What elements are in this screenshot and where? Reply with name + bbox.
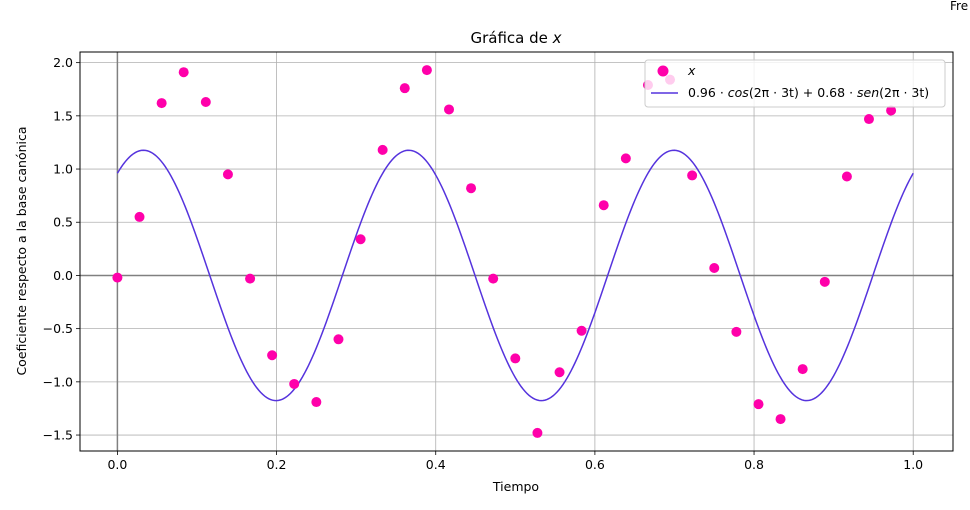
data-point [444,104,455,115]
data-point [311,397,322,408]
x-tick-label: 0.8 [744,457,764,472]
data-point [886,105,897,116]
data-point [753,399,764,410]
y-tick-label: 0.0 [53,268,73,283]
data-point [819,276,830,287]
edge-cut-text: Fre [950,0,968,13]
x-axis-label: Tiempo [492,479,539,494]
data-point [112,272,123,283]
fit-curve-layer [116,149,914,402]
chart-title: Gráfica de x [470,29,561,47]
data-point [687,170,698,181]
data-point [488,273,499,284]
y-tick-label: −1.5 [43,428,73,443]
data-point [709,262,720,273]
x-axis-ticks: 0.0 0.2 0.4 0.6 0.8 1.0 [107,451,923,472]
data-point [466,183,477,194]
grid-lines [80,52,953,451]
plot-frame [79,51,954,452]
x-tick-label: 0.2 [267,457,287,472]
legend-label-fit: 0.96 · cos(2π · 3t) + 0.68 · sen(2π · 3t… [688,85,929,100]
data-point [156,98,167,109]
y-tick-label: 0.5 [53,215,73,230]
legend: x 0.96 · cos(2π · 3t) + 0.68 · sen(2π · … [644,59,946,108]
legend-label-x: x [687,63,696,78]
x-tick-label: 0.4 [426,457,446,472]
data-point [554,367,565,378]
data-point [245,273,256,284]
data-point [510,353,521,364]
data-point [797,364,808,375]
y-tick-label: 2.0 [53,55,73,70]
data-point [355,234,366,245]
y-axis-ticks: −1.5 −1.0 −0.5 0.0 0.5 1.0 1.5 2.0 [43,55,80,443]
data-point [731,326,742,337]
data-point [863,114,874,125]
data-point [289,378,300,389]
y-tick-label: 1.5 [53,108,73,123]
data-point [134,211,145,222]
y-tick-label: −0.5 [43,321,73,336]
data-point [775,414,786,425]
data-point [532,427,543,438]
data-point [222,169,233,180]
y-axis-label: Coeficiente respecto a la base canónica [14,126,29,375]
data-point [178,67,189,78]
data-point [399,83,410,94]
data-point [200,97,211,108]
legend-box [644,59,946,108]
legend-marker-x [657,65,669,77]
data-point [333,334,344,345]
data-point [841,171,852,182]
y-tick-label: −1.0 [43,374,73,389]
data-point [598,200,609,211]
data-point [620,153,631,164]
data-point [576,325,587,336]
fit-curve [116,149,914,402]
x-tick-label: 0.0 [107,457,127,472]
x-tick-label: 0.6 [585,457,605,472]
data-point [377,144,388,155]
data-point [421,65,432,76]
data-point [267,350,278,361]
zero-axes [80,52,953,451]
y-tick-label: 1.0 [53,162,73,177]
x-tick-label: 1.0 [903,457,923,472]
